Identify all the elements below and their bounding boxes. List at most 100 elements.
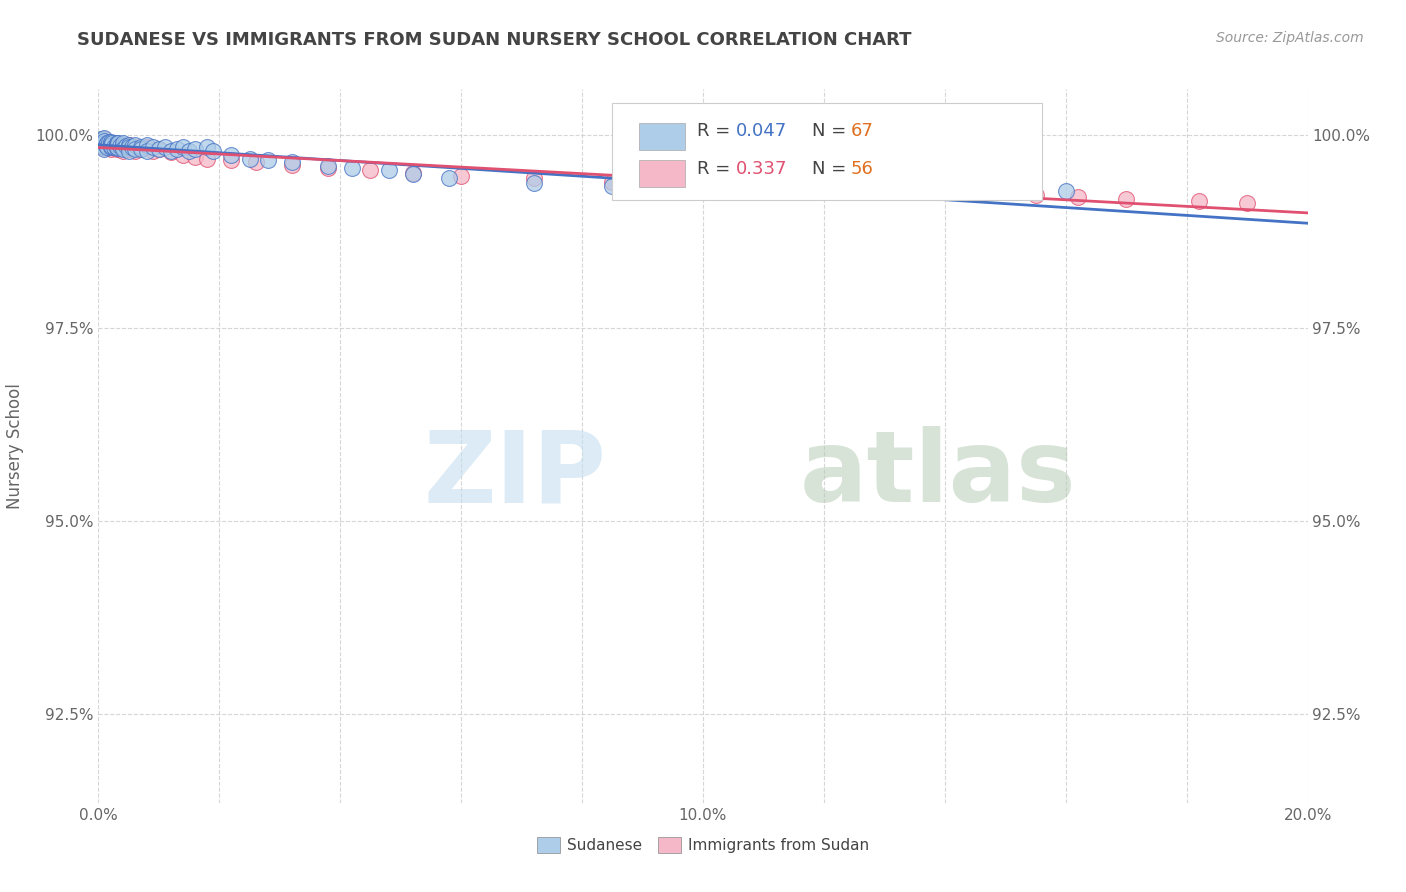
Point	[360, 163, 382, 178]
Point	[100, 137, 122, 152]
FancyBboxPatch shape	[613, 103, 1042, 200]
Point	[105, 137, 128, 152]
Text: N =: N =	[811, 160, 852, 178]
Point	[103, 136, 125, 151]
Point	[111, 137, 134, 152]
Point	[523, 170, 546, 185]
Point	[142, 144, 165, 158]
Point	[184, 150, 207, 164]
Point	[124, 144, 146, 158]
Point	[111, 140, 134, 154]
Point	[100, 139, 122, 153]
Text: 0.047: 0.047	[735, 122, 787, 140]
Point	[100, 140, 122, 154]
Point	[96, 141, 118, 155]
Point	[108, 142, 131, 156]
Point	[124, 137, 146, 152]
Point	[783, 180, 806, 194]
Point	[124, 142, 146, 156]
Point	[98, 135, 121, 149]
Point	[90, 137, 112, 152]
Point	[100, 137, 122, 152]
Point	[105, 138, 128, 153]
Point	[142, 140, 165, 154]
Bar	[638, 122, 685, 150]
Point	[402, 165, 425, 179]
Point	[1024, 187, 1046, 202]
Point	[160, 145, 183, 160]
Bar	[638, 161, 685, 187]
Point	[281, 158, 304, 172]
Point	[89, 134, 111, 148]
Point	[160, 144, 183, 158]
Point	[1054, 184, 1077, 198]
Point	[105, 141, 128, 155]
Point	[148, 142, 170, 156]
Point	[316, 159, 339, 173]
Point	[105, 140, 128, 154]
Point	[121, 140, 143, 154]
Point	[114, 141, 136, 155]
Point	[179, 144, 201, 158]
Point	[135, 137, 157, 152]
Point	[166, 142, 188, 156]
Point	[740, 178, 762, 193]
Point	[450, 169, 472, 183]
Text: Source: ZipAtlas.com: Source: ZipAtlas.com	[1216, 31, 1364, 45]
Point	[135, 144, 157, 158]
Text: SUDANESE VS IMMIGRANTS FROM SUDAN NURSERY SCHOOL CORRELATION CHART: SUDANESE VS IMMIGRANTS FROM SUDAN NURSER…	[77, 31, 912, 49]
Point	[108, 139, 131, 153]
Point	[100, 137, 122, 152]
Point	[1188, 194, 1211, 208]
Point	[105, 142, 128, 156]
Point	[148, 142, 170, 156]
Point	[195, 152, 218, 166]
Point	[100, 137, 122, 152]
Point	[111, 144, 134, 158]
Point	[692, 182, 714, 196]
Legend: Sudanese, Immigrants from Sudan: Sudanese, Immigrants from Sudan	[530, 831, 876, 859]
Point	[965, 186, 987, 201]
Point	[100, 136, 122, 151]
Point	[1067, 190, 1090, 204]
Point	[153, 140, 176, 154]
Point	[105, 137, 128, 152]
Point	[107, 136, 129, 151]
Point	[221, 148, 243, 162]
Point	[172, 140, 194, 154]
Point	[202, 144, 225, 158]
Point	[105, 136, 128, 151]
Point	[91, 137, 114, 152]
Point	[103, 140, 125, 154]
Point	[377, 163, 399, 178]
Point	[93, 136, 115, 151]
Point	[602, 175, 624, 189]
Text: 56: 56	[851, 160, 873, 178]
Point	[100, 136, 122, 151]
Point	[172, 148, 194, 162]
Point	[111, 137, 134, 152]
Text: 67: 67	[851, 122, 873, 140]
Text: atlas: atlas	[800, 426, 1077, 523]
Point	[105, 140, 128, 154]
Point	[1236, 196, 1258, 211]
Point	[96, 136, 118, 151]
Point	[523, 177, 546, 191]
Point	[100, 140, 122, 154]
Point	[93, 134, 115, 148]
Point	[93, 132, 115, 146]
Point	[111, 136, 134, 151]
Point	[129, 142, 152, 156]
Y-axis label: Nursery School: Nursery School	[7, 383, 24, 509]
Point	[661, 177, 683, 191]
Point	[100, 142, 122, 156]
Point	[129, 140, 152, 154]
Point	[98, 136, 121, 151]
Text: R =: R =	[697, 160, 735, 178]
Point	[93, 130, 115, 145]
Text: N =: N =	[811, 122, 852, 140]
Point	[114, 139, 136, 153]
Point	[281, 155, 304, 169]
Point	[245, 155, 267, 169]
Text: 0.337: 0.337	[735, 160, 787, 178]
